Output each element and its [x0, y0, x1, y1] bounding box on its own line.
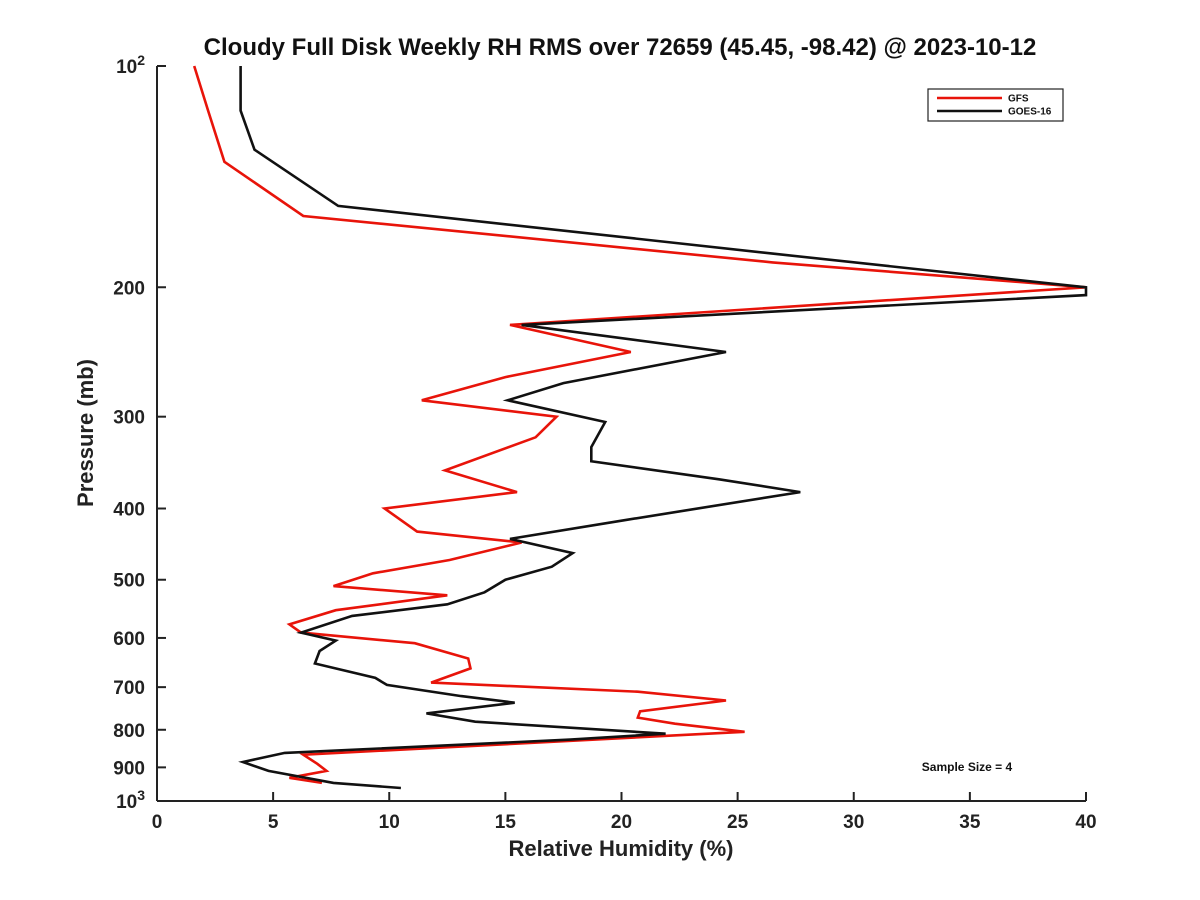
x-ticks: 0 5 10 15 20 25 30 35 40	[152, 792, 1097, 833]
y-tick-base: 10	[116, 792, 137, 813]
y-axis-label: Pressure (mb)	[73, 359, 98, 507]
legend-box	[927, 88, 1064, 122]
y-tick-base: 10	[116, 57, 137, 78]
legend: GFS GOES-16	[927, 88, 1064, 122]
y-tick-exponent: 3	[137, 787, 145, 803]
sample-size-annotation: Sample Size = 4	[922, 760, 1013, 774]
y-tick-label: 300	[113, 408, 145, 429]
legend-items: GFS GOES-16	[937, 94, 1052, 118]
legend-label-gfs: GFS	[1008, 94, 1029, 105]
y-tick-label: 700	[113, 678, 145, 699]
x-tick-label: 0	[152, 812, 163, 833]
y-tick-label: 900	[113, 758, 145, 779]
chart-title: Cloudy Full Disk Weekly RH RMS over 7265…	[204, 34, 1037, 61]
series-line-goes-16	[238, 66, 1088, 790]
x-tick-label: 10	[379, 812, 400, 833]
y-tick-label: 600	[113, 629, 145, 650]
plot-area: 0 5 10 15 20 25 30 35 40 10220030040050060070080…	[113, 52, 1096, 833]
y-tick-label: 400	[113, 500, 145, 521]
y-tick-label: 103	[116, 787, 145, 813]
x-tick-label: 40	[1075, 812, 1096, 833]
x-tick-label: 25	[727, 812, 749, 833]
y-tick-label: 200	[113, 278, 145, 299]
legend-label-goes-16: GOES-16	[1008, 107, 1052, 118]
series-layer	[192, 65, 1088, 790]
x-tick-label: 20	[611, 812, 632, 833]
series-line-gfs	[192, 65, 1087, 785]
x-tick-label: 5	[268, 812, 279, 833]
x-tick-label: 30	[843, 812, 864, 833]
y-tick-label: 500	[113, 571, 145, 592]
x-tick-label: 15	[495, 812, 517, 833]
y-tick-label: 800	[113, 721, 145, 742]
x-axis-label: Relative Humidity (%)	[509, 836, 734, 861]
x-tick-label: 35	[959, 812, 981, 833]
y-tick-label: 102	[116, 52, 145, 78]
y-tick-exponent: 2	[137, 52, 145, 68]
